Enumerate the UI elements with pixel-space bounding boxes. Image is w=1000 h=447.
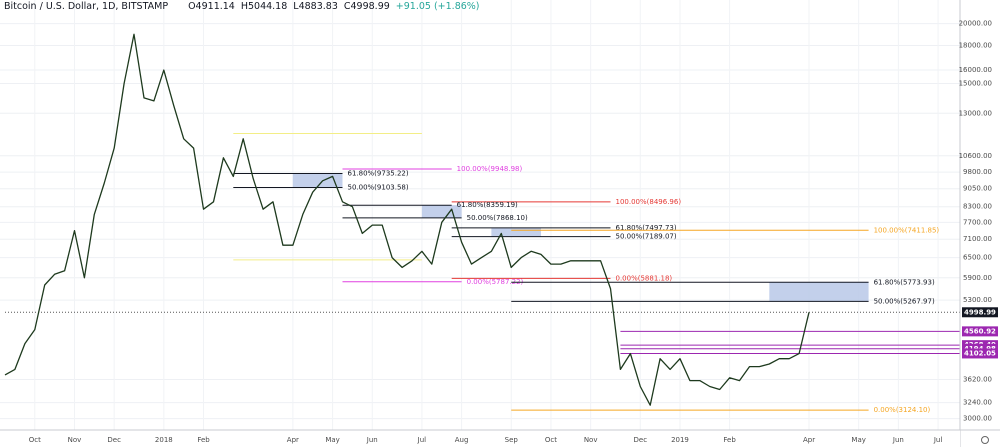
price-axis <box>960 0 1000 447</box>
time-axis <box>0 430 960 447</box>
fib-label: 50.00%(7189.07) <box>616 233 677 241</box>
x-tick-label: May <box>851 436 865 444</box>
fib-label: 61.80%(8359.19) <box>457 201 518 209</box>
price-line-series <box>4 33 810 406</box>
x-tick-label: Jul <box>933 436 943 444</box>
y-tick-label: 3000.00 <box>963 415 992 423</box>
ohlc-low: L4883.83 <box>293 1 338 12</box>
y-tick-label: 16000.00 <box>959 66 992 74</box>
fib-zone <box>292 173 343 188</box>
x-tick-label: Feb <box>723 436 736 444</box>
x-tick-label: Jul <box>417 436 427 444</box>
x-tick-label: Nov <box>68 436 82 444</box>
fib-label: 100.00%(9948.98) <box>457 165 523 173</box>
x-tick-label: Dec <box>107 436 121 444</box>
fib-label: 61.80%(9735.22) <box>347 170 408 178</box>
x-tick-label: May <box>325 436 339 444</box>
y-tick-label: 5900.00 <box>963 274 992 282</box>
y-tick-label: 3240.00 <box>963 399 992 407</box>
fib-label: 50.00%(5267.97) <box>874 297 935 305</box>
fib-label: 0.00%(5881.18) <box>616 274 673 282</box>
price-tag-label: 4102.05 <box>964 349 996 357</box>
x-tick-label: Jun <box>366 436 378 444</box>
x-tick-label: Jun <box>892 436 904 444</box>
y-tick-label: 18000.00 <box>959 42 992 50</box>
price-tag <box>962 307 998 318</box>
fib-label: 0.00%(3124.10) <box>874 406 931 414</box>
price-tag-label: 4998.99 <box>964 308 996 316</box>
price-tag-label: 4560.92 <box>964 327 996 335</box>
x-tick-label: Oct <box>545 436 557 444</box>
y-tick-label: 6500.00 <box>963 254 992 262</box>
y-tick-label: 5300.00 <box>963 296 992 304</box>
y-tick-label: 15000.00 <box>959 79 992 87</box>
y-tick-label: 7700.00 <box>963 218 992 226</box>
x-tick-label: Apr <box>287 436 299 444</box>
symbol[interactable]: Bitcoin / U.S. Dollar, 1D, BITSTAMP <box>4 1 169 12</box>
x-tick-label: Aug <box>455 436 469 444</box>
x-tick-label: Sep <box>505 436 519 444</box>
fib-label: 100.00%(8496.96) <box>616 198 682 206</box>
y-tick-label: 9050.00 <box>963 185 992 193</box>
fib-zone <box>421 205 462 218</box>
x-tick-label: Nov <box>584 436 598 444</box>
fib-label: 61.80%(7497.73) <box>616 224 677 232</box>
x-tick-label: 2018 <box>155 436 173 444</box>
x-tick-label: Oct <box>29 436 41 444</box>
y-tick-label: 20000.00 <box>959 20 992 28</box>
fib-zone <box>491 227 542 237</box>
y-tick-label: 13000.00 <box>959 109 992 117</box>
ohlc-close: C4998.99 <box>343 1 390 12</box>
price-tag <box>962 348 998 359</box>
fib-label: 100.00%(7411.85) <box>874 226 940 234</box>
x-tick-label: Apr <box>803 436 815 444</box>
ohlc-open: O4911.14 <box>188 1 235 12</box>
y-tick-label: 3620.00 <box>963 375 992 383</box>
y-tick-label: 9800.00 <box>963 168 992 176</box>
y-tick-label: 7100.00 <box>963 235 992 243</box>
fib-label: 61.80%(5773.93) <box>874 278 935 286</box>
fib-zone <box>769 282 869 302</box>
x-tick-label: Feb <box>197 436 210 444</box>
ohlc-high: H5044.18 <box>240 1 288 12</box>
x-tick-label: 2019 <box>671 436 689 444</box>
y-tick-label: 8300.00 <box>963 203 992 211</box>
fib-label: 50.00%(9103.58) <box>347 183 408 191</box>
x-tick-label: Dec <box>634 436 648 444</box>
settings-icon[interactable] <box>981 436 989 444</box>
fib-label: 0.00%(5787.22) <box>467 278 524 286</box>
price-tag <box>962 326 998 337</box>
header: Bitcoin / U.S. Dollar, 1D, BITSTAMP O491… <box>4 1 480 12</box>
ohlc-change: +91.05 (+1.86%) <box>395 1 480 12</box>
y-tick-label: 10600.00 <box>959 152 992 160</box>
fib-label: 50.00%(7868.10) <box>467 214 528 222</box>
